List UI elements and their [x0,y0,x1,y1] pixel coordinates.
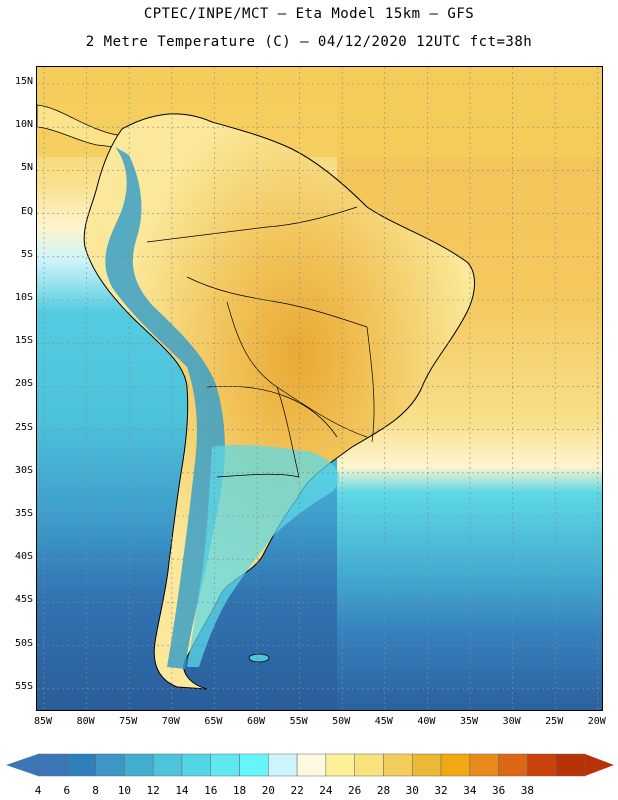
longitude-tick-label: 45W [374,716,393,727]
falkland-islands [248,653,270,663]
latitude-tick-label: 10N [14,119,33,131]
colorbar-swatch [325,753,355,777]
colorbar-level-label: 24 [319,784,333,797]
colorbar-level-label: 32 [434,784,448,797]
temperature-map [37,67,602,710]
colorbar-level-label: 28 [376,784,391,797]
latitude-tick-label: 50S [14,637,33,649]
colorbar-swatch [469,753,499,777]
colorbar-swatch [268,753,298,777]
colorbar-swatch [95,753,125,777]
longitude-tick-label: 65W [204,716,223,727]
colorbar-level-label: 36 [492,784,506,797]
latitude-tick-label: 25S [14,421,33,433]
color-legend [6,753,614,777]
colorbar-level-label: 8 [92,784,99,797]
colorbar-level-label: 16 [204,784,218,797]
southern-cone-cool [187,444,340,667]
colorbar-swatch [152,753,183,777]
map-panel [36,66,603,711]
longitude-tick-label: 85W [33,716,53,727]
colorbar-swatch [181,753,211,777]
colorbar-swatch [296,753,327,777]
longitude-tick-label: 35W [459,716,479,727]
latitude-tick-label: 30S [14,464,33,476]
latitude-tick-label: EQ [20,205,33,217]
colorbar-level-label: 30 [405,784,419,797]
colorbar-level-label: 34 [463,784,477,797]
colorbar-swatch [124,753,154,777]
colorbar-max-arrow [585,754,614,776]
longitude-tick-label: 50W [332,716,351,727]
latitude-tick-label: 10S [14,292,33,303]
colorbar-swatch [412,753,442,777]
longitude-tick-label: 75W [119,716,138,727]
colorbar-level-label: 6 [63,784,71,797]
latitude-tick-label: 55S [14,680,33,692]
longitude-tick-label: 40W [417,716,436,727]
colorbar-level-label: 12 [146,784,160,797]
latitude-tick-label: 15S [14,335,33,347]
latitude-tick-label: 15N [14,76,33,87]
latitude-tick-label: 35S [14,508,33,519]
colorbar-min-arrow [6,754,38,776]
andes-cold-band [105,147,225,669]
longitude-tick-label: 30W [502,716,521,727]
colorbar-level-label: 10 [117,784,131,797]
colorbar-swatch [37,753,68,777]
colorbar-swatch [555,753,586,777]
longitude-tick-label: 70W [161,716,180,727]
colorbar-swatch [383,753,413,777]
colorbar-swatch [66,753,96,777]
colorbar-level-label: 14 [175,784,189,797]
longitude-tick-label: 80W [76,716,95,727]
latitude-tick-label: 5N [20,162,33,174]
longitude-tick-label: 60W [246,716,266,727]
colorbar-level-label: 26 [348,784,362,797]
latitude-tick-label: 20S [14,378,33,390]
colorbar-level-label: 18 [232,784,247,797]
colorbar-swatch [498,753,528,777]
map-title-line-1: CPTEC/INPE/MCT – Eta Model 15km – GFS [143,6,475,22]
longitude-tick-label: 25W [545,716,564,727]
latitude-tick-label: 5S [20,248,33,260]
colorbar-swatch [440,753,471,777]
colorbar-level-label: 4 [34,784,42,797]
colorbar-level-label: 20 [261,784,275,797]
longitude-tick-label: 55W [289,716,308,727]
colorbar-level-label: 22 [290,784,304,797]
country-borders [146,206,375,478]
colorbar-swatch [354,753,384,777]
colorbar-swatch [210,753,240,777]
colorbar-swatch [239,753,269,777]
map-title-line-2: 2 Metre Temperature (C) – 04/12/2020 12U… [85,34,533,50]
latitude-tick-label: 40S [14,551,33,563]
colorbar-swatch [527,753,557,777]
latitude-tick-label: 45S [14,594,33,606]
colorbar-level-label: 38 [520,784,535,797]
longitude-tick-label: 20W [587,716,606,727]
